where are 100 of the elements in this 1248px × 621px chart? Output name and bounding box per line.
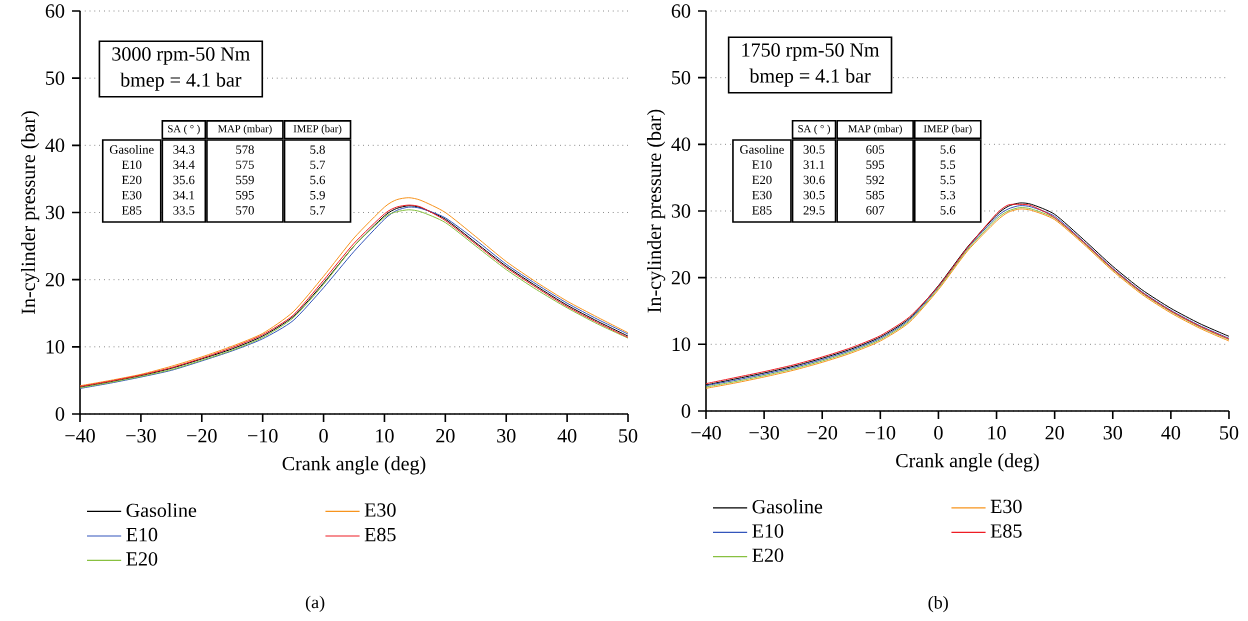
x-tick-label: 0 (319, 429, 328, 443)
x-tick-label: −40 (691, 426, 721, 440)
annotation: 5.5 (940, 160, 956, 170)
y-tick-label: 0 (55, 407, 65, 421)
annotation: 30.5 (803, 145, 825, 154)
legend-label: Gasoline (752, 499, 823, 514)
annotation: Gasoline (740, 144, 784, 154)
annotation: 607 (866, 206, 885, 215)
x-tick-label: 10 (376, 429, 394, 443)
x-tick-label: −20 (807, 426, 838, 440)
text: (b) (928, 596, 948, 613)
annotation: 578 (236, 145, 254, 154)
annotation: 575 (236, 160, 254, 170)
x-tick-label: −20 (187, 429, 217, 443)
y-axis-title: In-cylinder pressure (bar) (21, 111, 40, 314)
annotation: E85 (752, 206, 772, 215)
y-tick-label: 50 (672, 70, 691, 85)
annotation: 30.5 (803, 190, 825, 200)
annotation: 5.6 (310, 175, 326, 185)
annotation: 5.9 (310, 190, 325, 200)
y-tick-label: 40 (45, 138, 65, 153)
x-tick-label: 30 (1103, 426, 1123, 440)
annotation: 5.5 (940, 175, 956, 185)
annotation: 595 (866, 160, 885, 169)
annotation: SA ( ° ) (168, 124, 200, 135)
y-tick-label: 20 (671, 270, 691, 285)
annotation: E20 (752, 175, 772, 185)
annotation: MAP (mbar) (218, 124, 272, 135)
annotation: E10 (121, 160, 142, 170)
x-tick-label: 50 (1220, 426, 1239, 440)
legend-label: E30 (364, 503, 396, 517)
annotation: MAP (mbar) (848, 124, 902, 135)
x-tick-label: 40 (557, 429, 577, 443)
annotation: E20 (121, 175, 142, 185)
annotation: 5.6 (940, 145, 956, 154)
legend-label: E10 (126, 527, 158, 542)
y-tick-label: 30 (45, 205, 65, 220)
annotation: E30 (752, 190, 772, 200)
y-tick-label: 40 (671, 137, 691, 152)
annotation: 5.7 (310, 160, 326, 170)
annotation: E10 (752, 160, 772, 169)
annotation: Gasoline (109, 144, 154, 154)
annotation: 29.5 (803, 206, 825, 215)
annotation: IMEP (bar) (293, 124, 342, 135)
annotation: 35.6 (173, 175, 195, 185)
legend-label: E85 (364, 527, 396, 542)
legend-label: E10 (752, 524, 784, 538)
annotation: 33.5 (173, 206, 195, 215)
annotation: 570 (236, 206, 254, 215)
legend-label: E30 (990, 499, 1022, 514)
annotation: 1750 rpm-50 Nm (742, 43, 880, 61)
annotation: bmep = 4.1 bar (749, 68, 871, 87)
legend-label: E20 (126, 552, 158, 566)
annotation: 605 (866, 145, 885, 154)
annotation: 31.1 (803, 160, 825, 170)
x-tick-label: 50 (619, 429, 638, 443)
annotation: SA ( ° ) (798, 124, 830, 135)
annotation: 5.6 (940, 206, 956, 215)
text: (a) (305, 595, 325, 612)
x-tick-label: 20 (1045, 426, 1064, 440)
x-tick-label: 40 (1161, 426, 1181, 440)
annotation: 559 (236, 175, 254, 185)
x-tick-label: 0 (934, 426, 943, 440)
y-tick-label: 50 (46, 71, 65, 85)
annotation: bmep = 4.1 bar (120, 72, 242, 91)
legend-label: E20 (752, 548, 784, 563)
y-tick-label: 30 (671, 204, 691, 218)
annotation: E30 (121, 190, 142, 200)
x-tick-label: 30 (497, 429, 516, 443)
y-tick-label: 0 (681, 404, 691, 418)
annotation: 5.7 (310, 206, 326, 215)
x-axis-title: Crank angle (deg) (896, 453, 1039, 472)
x-tick-label: −30 (749, 426, 779, 440)
y-tick-label: 60 (671, 4, 691, 18)
annotation: 34.3 (173, 145, 195, 154)
annotation: 30.6 (803, 175, 825, 185)
y-axis-title: In-cylinder pressure (bar) (646, 109, 666, 313)
y-tick-label: 60 (45, 4, 65, 18)
annotation: E85 (121, 206, 142, 215)
x-tick-label: −30 (126, 429, 156, 443)
legend-label: E85 (990, 524, 1022, 538)
x-tick-label: −10 (865, 426, 896, 440)
x-tick-label: −10 (248, 429, 278, 443)
y-tick-label: 10 (672, 337, 691, 352)
y-tick-label: 20 (45, 272, 65, 287)
annotation: 34.4 (173, 160, 195, 170)
annotation: 595 (236, 190, 254, 200)
annotation: 3000 rpm-50 Nm (112, 47, 250, 65)
annotation: 5.8 (310, 145, 325, 154)
annotation: IMEP (bar) (923, 124, 972, 135)
x-tick-label: 20 (436, 429, 455, 443)
annotation: 34.1 (173, 190, 195, 200)
annotation: 592 (866, 175, 884, 185)
legend-label: Gasoline (126, 502, 197, 518)
x-axis-title: Crank angle (deg) (282, 456, 426, 475)
annotation: 585 (866, 190, 885, 200)
x-tick-label: 10 (988, 426, 1006, 440)
x-tick-label: −40 (65, 429, 95, 443)
y-tick-label: 10 (46, 340, 65, 354)
annotation: 5.3 (940, 190, 956, 200)
